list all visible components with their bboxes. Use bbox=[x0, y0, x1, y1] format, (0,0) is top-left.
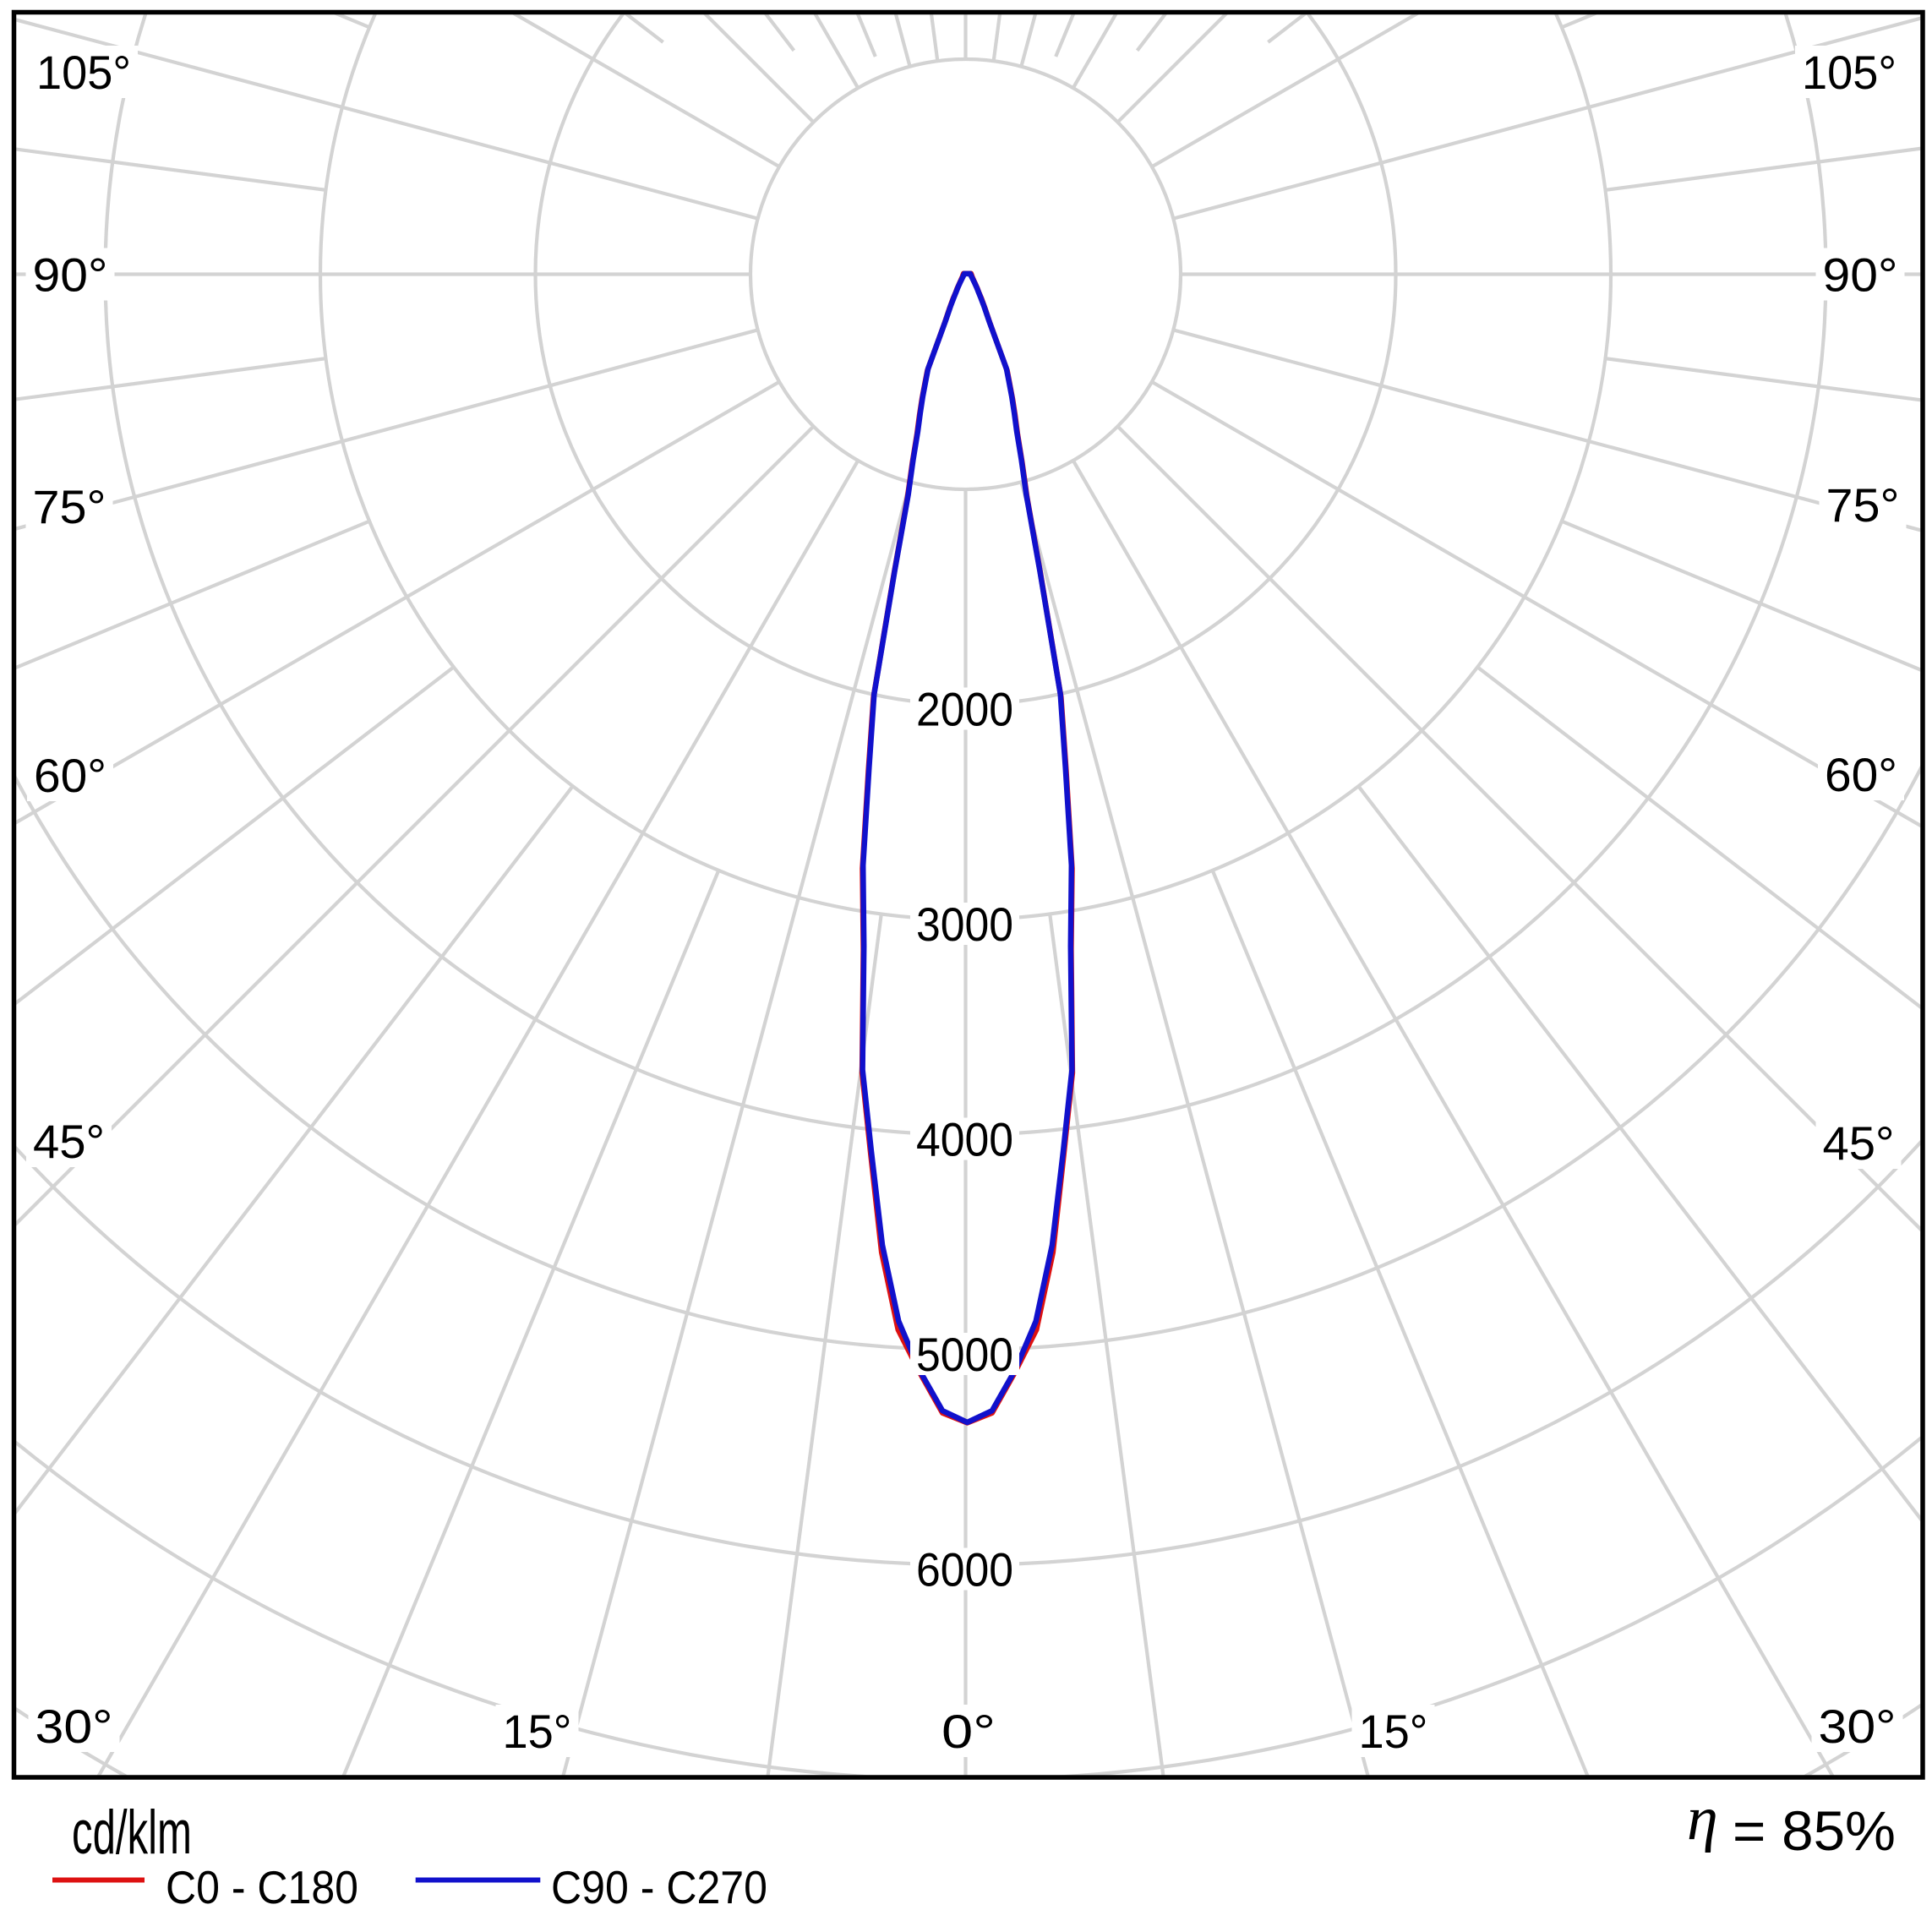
svg-text:90°: 90° bbox=[1823, 248, 1898, 302]
svg-text:75°: 75° bbox=[33, 480, 106, 533]
svg-text:C0 - C180: C0 - C180 bbox=[166, 1861, 358, 1913]
svg-text:0°: 0° bbox=[941, 1705, 996, 1758]
svg-text:60°: 60° bbox=[1825, 748, 1897, 801]
svg-text:3000: 3000 bbox=[916, 898, 1013, 951]
svg-text:90°: 90° bbox=[33, 248, 108, 302]
svg-text:105°: 105° bbox=[1802, 46, 1897, 99]
svg-text:cd/klm: cd/klm bbox=[72, 1798, 192, 1867]
svg-text:45°: 45° bbox=[1823, 1116, 1895, 1170]
svg-text:15°: 15° bbox=[503, 1705, 572, 1758]
svg-text:75°: 75° bbox=[1826, 478, 1900, 532]
svg-text:5000: 5000 bbox=[916, 1328, 1013, 1381]
svg-text:30°: 30° bbox=[1819, 1700, 1897, 1753]
svg-text:η: η bbox=[1687, 1784, 1718, 1853]
svg-text:2000: 2000 bbox=[916, 683, 1013, 736]
svg-text:C90 - C270: C90 - C270 bbox=[551, 1861, 767, 1913]
svg-text:45°: 45° bbox=[33, 1115, 105, 1168]
svg-text:105°: 105° bbox=[36, 46, 131, 99]
svg-text:30°: 30° bbox=[35, 1700, 113, 1753]
svg-text:= 85%: = 85% bbox=[1733, 1799, 1896, 1862]
svg-text:6000: 6000 bbox=[916, 1543, 1013, 1596]
svg-text:15°: 15° bbox=[1359, 1705, 1428, 1758]
svg-text:60°: 60° bbox=[34, 749, 106, 802]
svg-text:4000: 4000 bbox=[916, 1113, 1013, 1166]
